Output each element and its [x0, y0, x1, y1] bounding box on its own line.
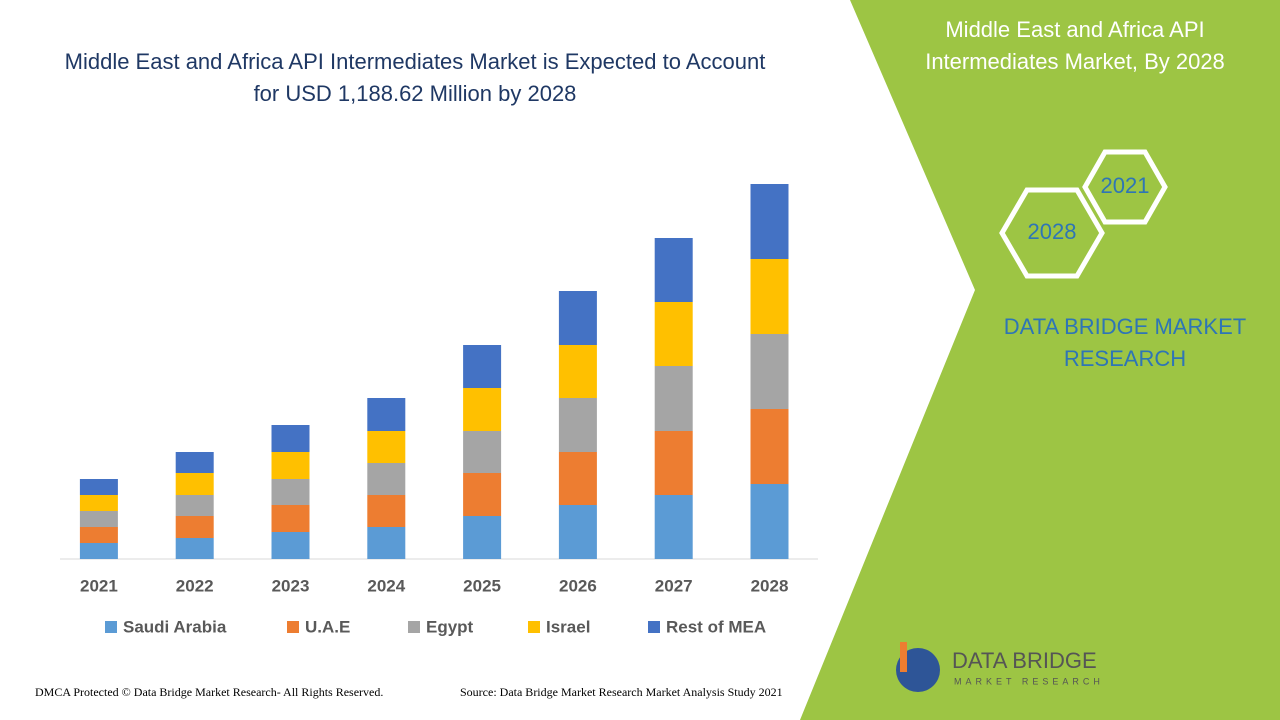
- x-tick-label: 2023: [272, 576, 310, 595]
- footer-left: DMCA Protected © Data Bridge Market Rese…: [35, 685, 383, 699]
- x-tick-label: 2028: [751, 576, 789, 595]
- x-tick-label: 2021: [80, 576, 118, 595]
- legend-swatch: [408, 621, 420, 633]
- legend-swatch: [528, 621, 540, 633]
- bar-segment: [750, 484, 789, 559]
- bar-segment: [654, 431, 693, 495]
- hex-year: 2021: [1101, 173, 1150, 198]
- bar-segment: [175, 516, 214, 538]
- bar-segment: [463, 473, 502, 516]
- sidebar-title: Middle East and Africa API Intermediates…: [925, 17, 1225, 74]
- bar-segment: [271, 532, 310, 559]
- bar-segment: [463, 431, 502, 473]
- bar-segment: [79, 511, 118, 527]
- legend-label: U.A.E: [305, 617, 350, 636]
- legend-swatch: [648, 621, 660, 633]
- x-tick-label: 2025: [463, 576, 501, 595]
- bar-segment: [175, 473, 214, 495]
- legend-label: Israel: [546, 617, 590, 636]
- bar-segment: [558, 505, 597, 559]
- hex-year: 2028: [1028, 219, 1077, 244]
- x-tick-label: 2026: [559, 576, 597, 595]
- bar-segment: [271, 425, 310, 452]
- bar-segment: [175, 495, 214, 516]
- bar-segment: [654, 302, 693, 366]
- bar-segment: [367, 463, 406, 495]
- bar-segment: [750, 409, 789, 484]
- bar-segment: [79, 495, 118, 511]
- bar-segment: [558, 345, 597, 398]
- chart-title: Middle East and Africa API Intermediates…: [64, 49, 766, 106]
- bar-segment: [367, 527, 406, 559]
- bar-segment: [558, 452, 597, 505]
- bar-segment: [558, 291, 597, 345]
- logo-tagline: MARKET RESEARCH: [954, 676, 1104, 686]
- bar-segment: [463, 345, 502, 388]
- logo-icon: [900, 642, 907, 672]
- bar-segment: [79, 527, 118, 543]
- bar-segment: [175, 452, 214, 473]
- bar-segment: [367, 398, 406, 431]
- legend-swatch: [287, 621, 299, 633]
- bar-segment: [367, 495, 406, 527]
- bar-segment: [750, 334, 789, 409]
- brand: DATA BRIDGE MARKET RESEARCH: [1003, 314, 1247, 371]
- legend-swatch: [105, 621, 117, 633]
- bar-segment: [79, 479, 118, 495]
- hexagon: [1082, 149, 1168, 225]
- bar-segment: [654, 366, 693, 431]
- bar-segment: [654, 495, 693, 559]
- bar-segment: [750, 259, 789, 334]
- bar-segment: [654, 238, 693, 302]
- bar-segment: [271, 452, 310, 479]
- x-tick-label: 2022: [176, 576, 214, 595]
- bar-segment: [175, 538, 214, 559]
- bar-segment: [463, 388, 502, 431]
- x-tick-label: 2024: [367, 576, 405, 595]
- legend-label: Egypt: [426, 617, 474, 636]
- bar-segment: [271, 479, 310, 505]
- legend-label: Rest of MEA: [666, 617, 766, 636]
- bar-segment: [558, 398, 597, 452]
- bar-segment: [463, 516, 502, 559]
- legend-label: Saudi Arabia: [123, 617, 227, 636]
- hexagon: [999, 187, 1105, 279]
- bar-segment: [750, 184, 789, 259]
- bar-segment: [271, 505, 310, 532]
- logo-name: DATA BRIDGE: [952, 648, 1097, 673]
- bar-segment: [367, 431, 406, 463]
- bar-segment: [79, 543, 118, 559]
- x-tick-label: 2027: [655, 576, 693, 595]
- footer-right: Source: Data Bridge Market Research Mark…: [460, 685, 783, 699]
